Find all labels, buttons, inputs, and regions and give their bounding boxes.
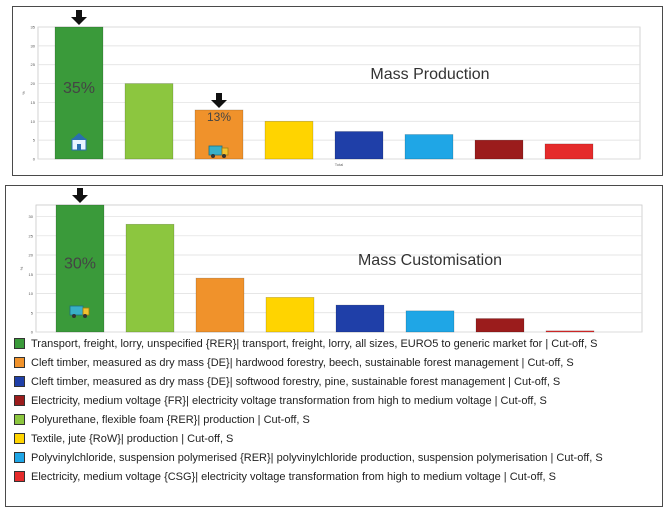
bar bbox=[335, 131, 383, 159]
legend-item: Cleft timber, measured as dry mass {DE}|… bbox=[14, 372, 654, 391]
legend-swatch bbox=[14, 414, 25, 425]
y-tick-label: 25 bbox=[29, 233, 34, 238]
truck-cab bbox=[83, 308, 89, 315]
truck-wheel bbox=[222, 154, 226, 158]
y-tick-label: 10 bbox=[29, 291, 34, 296]
y-tick-label: 10 bbox=[31, 119, 36, 124]
bar-value-label: 35% bbox=[63, 80, 95, 97]
down-arrow-icon bbox=[71, 10, 87, 25]
y-tick-label: 25 bbox=[31, 62, 36, 67]
y-tick-label: 5 bbox=[33, 138, 36, 143]
bar bbox=[546, 331, 594, 332]
legend-swatch bbox=[14, 452, 25, 463]
truck-wheel bbox=[211, 154, 215, 158]
bar bbox=[406, 311, 454, 332]
building-door bbox=[77, 144, 81, 150]
down-arrow-shape bbox=[72, 188, 88, 203]
truck-wheel bbox=[72, 314, 76, 318]
legend-swatch bbox=[14, 376, 25, 387]
legend-label: Cleft timber, measured as dry mass {DE}|… bbox=[31, 376, 560, 388]
truck-cargo bbox=[70, 306, 83, 315]
y-tick-label: 35 bbox=[31, 25, 36, 30]
chart-title: Mass Customisation bbox=[358, 252, 502, 269]
bar bbox=[475, 140, 523, 159]
legend-label: Polyvinylchloride, suspension polymerise… bbox=[31, 452, 603, 464]
legend-label: Polyurethane, flexible foam {RER}| produ… bbox=[31, 414, 310, 426]
legend: Transport, freight, lorry, unspecified {… bbox=[14, 334, 654, 486]
legend-label: Electricity, medium voltage {FR}| electr… bbox=[31, 395, 547, 407]
y-tick-label: 5 bbox=[31, 310, 34, 315]
legend-item: Polyurethane, flexible foam {RER}| produ… bbox=[14, 410, 654, 429]
legend-swatch bbox=[14, 471, 25, 482]
legend-item: Cleft timber, measured as dry mass {DE}|… bbox=[14, 353, 654, 372]
truck-cab bbox=[222, 148, 228, 155]
legend-label: Electricity, medium voltage {CSG}| elect… bbox=[31, 471, 556, 483]
truck-wheel bbox=[83, 314, 87, 318]
y-axis-label: % bbox=[21, 91, 26, 95]
down-arrow-icon bbox=[72, 188, 88, 203]
legend-item: Electricity, medium voltage {CSG}| elect… bbox=[14, 467, 654, 486]
y-tick-label: 0 bbox=[33, 157, 36, 162]
truck-cargo bbox=[209, 146, 222, 155]
legend-swatch bbox=[14, 357, 25, 368]
legend-label: Cleft timber, measured as dry mass {DE}|… bbox=[31, 357, 574, 369]
bar bbox=[125, 84, 173, 159]
legend-item: Electricity, medium voltage {FR}| electr… bbox=[14, 391, 654, 410]
y-tick-label: 20 bbox=[29, 253, 34, 258]
legend-item: Polyvinylchloride, suspension polymerise… bbox=[14, 448, 654, 467]
y-axis-label: % bbox=[19, 266, 24, 270]
bar bbox=[476, 319, 524, 332]
y-tick-label: 30 bbox=[31, 43, 36, 48]
legend-swatch bbox=[14, 338, 25, 349]
legend-swatch bbox=[14, 395, 25, 406]
y-tick-label: 20 bbox=[31, 81, 36, 86]
bar bbox=[545, 144, 593, 159]
bar bbox=[336, 305, 384, 332]
legend-swatch bbox=[14, 433, 25, 444]
bar bbox=[266, 297, 314, 332]
legend-item: Transport, freight, lorry, unspecified {… bbox=[14, 334, 654, 353]
legend-item: Textile, jute {RoW}| production | Cut-of… bbox=[14, 429, 654, 448]
y-tick-label: 15 bbox=[31, 100, 36, 105]
bar-value-label: 30% bbox=[64, 256, 96, 273]
legend-label: Transport, freight, lorry, unspecified {… bbox=[31, 338, 598, 350]
down-arrow-shape bbox=[71, 10, 87, 25]
bar bbox=[405, 134, 453, 159]
legend-label: Textile, jute {RoW}| production | Cut-of… bbox=[31, 433, 233, 445]
chart-title: Mass Production bbox=[370, 66, 489, 83]
bar bbox=[196, 278, 244, 332]
bar bbox=[126, 224, 174, 332]
bar bbox=[265, 121, 313, 159]
x-axis-label: Total bbox=[335, 162, 344, 167]
y-tick-label: 30 bbox=[29, 214, 34, 219]
bar-value-label: 13% bbox=[207, 110, 231, 124]
y-tick-label: 15 bbox=[29, 272, 34, 277]
